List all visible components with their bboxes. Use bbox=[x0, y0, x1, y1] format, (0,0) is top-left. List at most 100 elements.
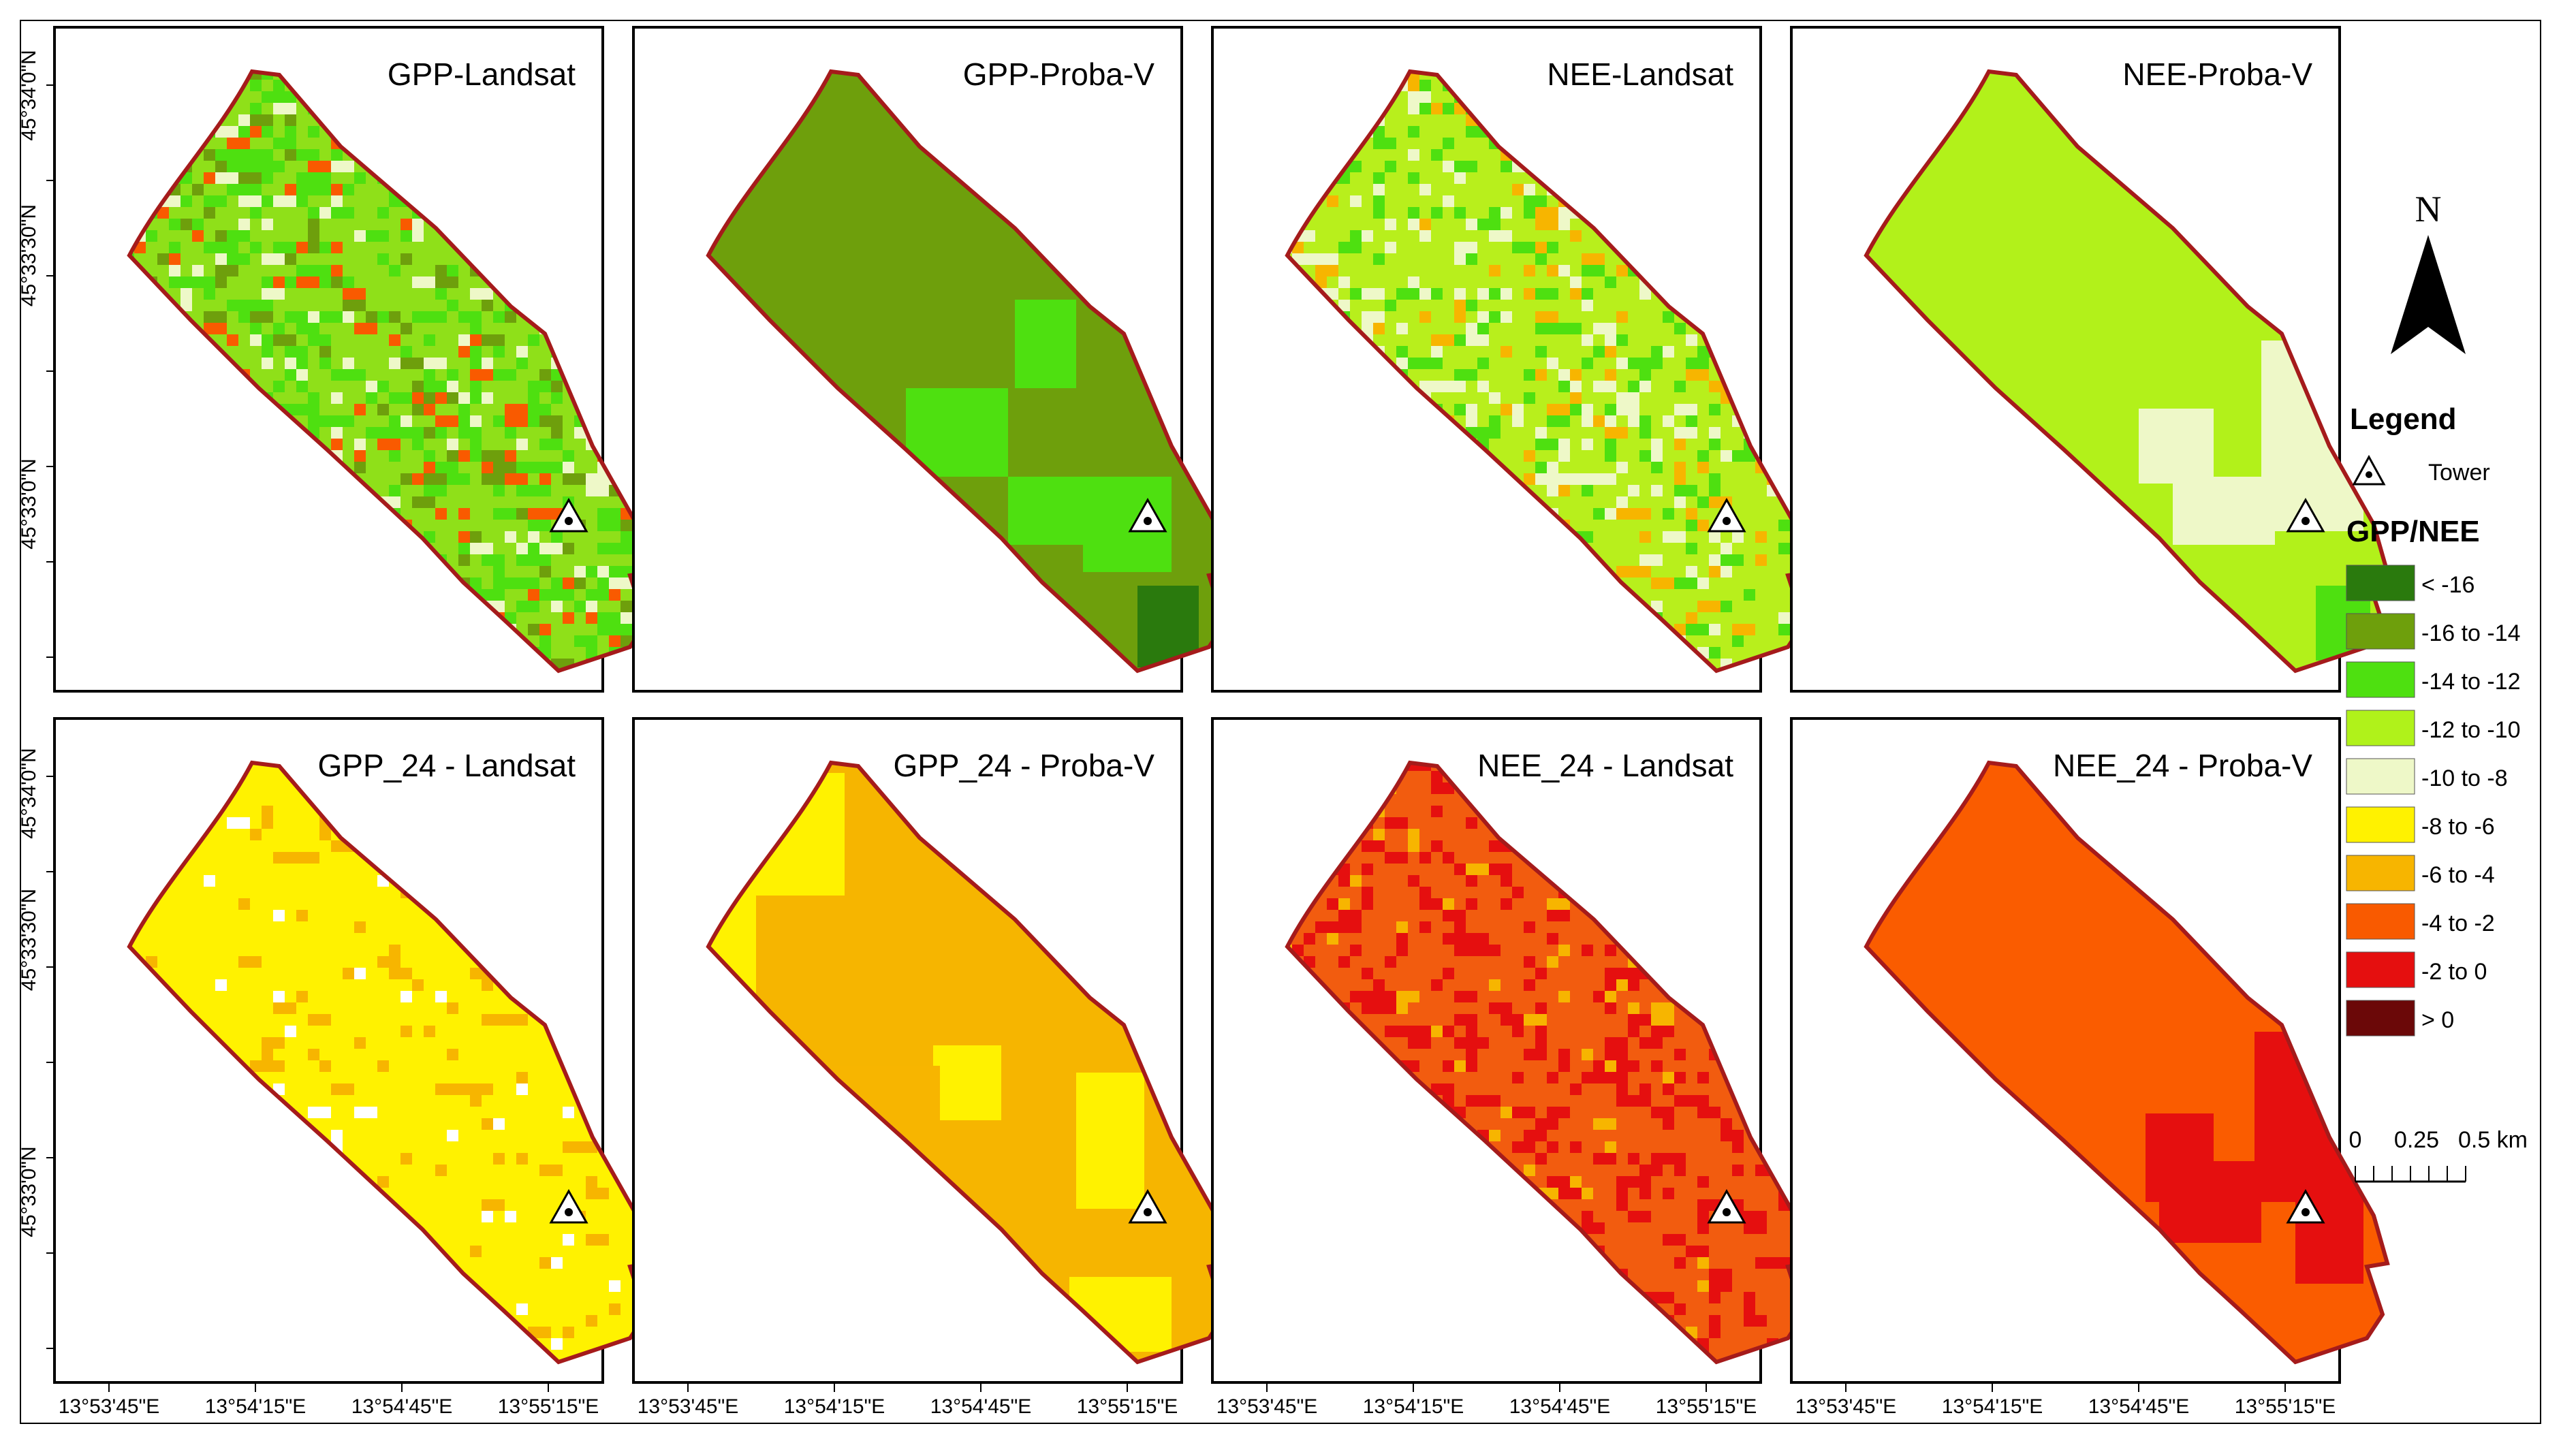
map-panel: GPP-Proba-V bbox=[632, 26, 1232, 693]
raster-pixel bbox=[1535, 253, 1547, 265]
tower-icon bbox=[2286, 497, 2325, 533]
raster-pixel bbox=[1419, 103, 1431, 114]
raster-pixel bbox=[1639, 1176, 1651, 1188]
raster-pixel bbox=[1443, 910, 1454, 921]
raster-pixel bbox=[262, 1037, 285, 1049]
raster-pixel bbox=[1396, 921, 1408, 933]
raster-pixel bbox=[343, 288, 366, 300]
raster-pixel bbox=[1373, 195, 1385, 207]
raster-pixel bbox=[1466, 404, 1477, 415]
raster-pixel bbox=[1524, 288, 1535, 300]
raster-pixel bbox=[493, 1118, 505, 1130]
raster-pixel bbox=[1477, 427, 1501, 439]
raster-pixel bbox=[1616, 496, 1628, 508]
raster-pixel bbox=[354, 968, 366, 979]
raster-pixel bbox=[308, 126, 319, 138]
raster-pixel bbox=[1616, 1176, 1639, 1188]
raster-pixel bbox=[1512, 1072, 1524, 1083]
raster-pixel bbox=[1558, 450, 1570, 462]
raster-pixel bbox=[609, 1280, 620, 1292]
raster-pixel bbox=[1651, 462, 1663, 473]
raster-pixel bbox=[1767, 829, 1790, 840]
raster-pixel bbox=[1628, 979, 1639, 991]
raster-pixel bbox=[250, 829, 262, 840]
raster-pixel bbox=[1651, 1153, 1663, 1165]
raster-pixel bbox=[1419, 898, 1443, 910]
raster-pixel bbox=[308, 852, 319, 864]
raster-pixel bbox=[1663, 1083, 1674, 1095]
raster-pixel bbox=[1721, 1269, 1732, 1280]
raster-pixel bbox=[1512, 415, 1524, 427]
raster-pixel bbox=[319, 829, 331, 840]
raster-pixel bbox=[1535, 439, 1547, 450]
raster-pixel bbox=[1767, 1153, 1778, 1165]
raster-pixel bbox=[296, 311, 308, 323]
raster-pixel bbox=[400, 1026, 412, 1037]
raster-pixel bbox=[539, 520, 551, 531]
raster-pixel bbox=[1431, 1083, 1454, 1095]
tower-icon bbox=[1707, 1188, 1746, 1224]
raster-pixel bbox=[597, 577, 609, 589]
raster-pixel bbox=[1512, 887, 1524, 898]
raster-pixel bbox=[482, 450, 505, 462]
raster-pixel bbox=[1477, 358, 1489, 369]
raster-pixel bbox=[1709, 1315, 1721, 1327]
raster-pixel bbox=[424, 311, 447, 323]
raster-pixel bbox=[1639, 1037, 1663, 1049]
raster-pixel bbox=[1674, 439, 1686, 450]
raster-pixel bbox=[1778, 219, 1790, 230]
raster-pixel bbox=[1628, 485, 1639, 496]
raster-pixel bbox=[586, 1176, 597, 1188]
raster-pixel bbox=[1755, 531, 1767, 543]
raster-pixel bbox=[563, 1107, 574, 1118]
raster-pixel bbox=[516, 577, 539, 589]
raster-pixel bbox=[1524, 921, 1535, 933]
raster-pixel bbox=[1605, 439, 1616, 450]
raster-pixel bbox=[331, 242, 343, 253]
raster-pixel bbox=[377, 404, 389, 415]
raster-pixel bbox=[528, 334, 539, 346]
raster-pixel bbox=[1524, 195, 1547, 207]
raster-pixel bbox=[250, 323, 262, 334]
raster-pixel bbox=[470, 531, 482, 543]
north-label: N bbox=[2415, 189, 2442, 230]
raster-pixel bbox=[1454, 1014, 1477, 1026]
raster-pixel bbox=[551, 392, 563, 404]
raster-pixel bbox=[1663, 1072, 1674, 1083]
raster-pixel bbox=[1512, 1141, 1535, 1153]
raster-pixel bbox=[285, 1026, 296, 1037]
raster-pixel bbox=[308, 207, 319, 219]
raster-pixel bbox=[1582, 265, 1605, 276]
raster-pixel bbox=[1338, 276, 1350, 288]
raster-pixel bbox=[250, 149, 262, 161]
raster-pixel bbox=[1778, 771, 1790, 782]
raster-pixel bbox=[1778, 161, 1790, 172]
raster-pixel bbox=[1582, 253, 1605, 265]
raster-pixel bbox=[1535, 1002, 1547, 1014]
raster-pixel bbox=[331, 276, 343, 288]
raster-pixel bbox=[424, 381, 435, 392]
panel-title: GPP_24 - Proba-V bbox=[893, 748, 1154, 783]
raster-pixel bbox=[539, 589, 551, 601]
raster-pixel bbox=[1350, 875, 1362, 887]
raster-pixel bbox=[470, 392, 482, 404]
raster-pixel bbox=[447, 381, 458, 392]
raster-pixel bbox=[389, 265, 400, 276]
raster-pixel bbox=[505, 427, 516, 439]
raster-pixel bbox=[1338, 242, 1362, 253]
raster-pixel bbox=[1767, 114, 1778, 126]
raster-pixel bbox=[563, 462, 574, 473]
raster-pixel bbox=[1663, 415, 1674, 427]
raster-pixel bbox=[493, 1153, 505, 1165]
raster-pixel bbox=[273, 323, 285, 334]
raster-pixel bbox=[539, 439, 551, 450]
raster-pixel bbox=[238, 898, 250, 910]
raster-pixel bbox=[447, 392, 458, 404]
raster-pixel bbox=[1593, 323, 1616, 334]
raster-pixel bbox=[1350, 195, 1362, 207]
raster-pixel bbox=[1709, 473, 1721, 485]
raster-pixel bbox=[215, 172, 238, 184]
raster-pixel bbox=[586, 601, 597, 612]
raster-pixel bbox=[586, 473, 609, 485]
legend-tower-icon bbox=[2352, 454, 2386, 486]
